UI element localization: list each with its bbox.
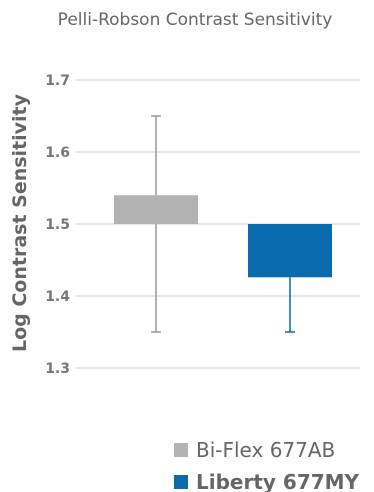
legend-swatch-liberty: [174, 475, 188, 489]
legend-swatch-biflex: [174, 443, 188, 457]
error-bars: [151, 115, 295, 333]
y-tick-labels: 1.3 1.4 1.5 1.6 1.7: [45, 73, 70, 377]
y-tick-label-3: 1.6: [45, 145, 70, 161]
chart-title: Pelli-Robson Contrast Sensitivity: [57, 10, 333, 30]
legend-label-biflex: Bi-Flex 677AB: [196, 438, 336, 462]
bar-0: [114, 195, 198, 224]
legend: Bi-Flex 677AB Liberty 677MY: [174, 434, 359, 492]
legend-item-liberty: Liberty 677MY: [174, 466, 359, 492]
chart-plot: 1.3 1.4 1.5 1.6 1.7 Log Contrast Sensitivity: [9, 73, 360, 377]
y-axis-label: Log Contrast Sensitivity: [9, 93, 31, 352]
legend-item-biflex: Bi-Flex 677AB: [174, 434, 359, 466]
y-tick-label-0: 1.3: [45, 361, 70, 377]
y-tick-label-2: 1.5: [45, 217, 70, 233]
bar-1: [248, 224, 332, 278]
legend-label-liberty: Liberty 677MY: [196, 470, 360, 492]
bars: [114, 195, 332, 278]
y-tick-label-4: 1.7: [45, 73, 70, 89]
y-tick-label-1: 1.4: [45, 289, 70, 305]
